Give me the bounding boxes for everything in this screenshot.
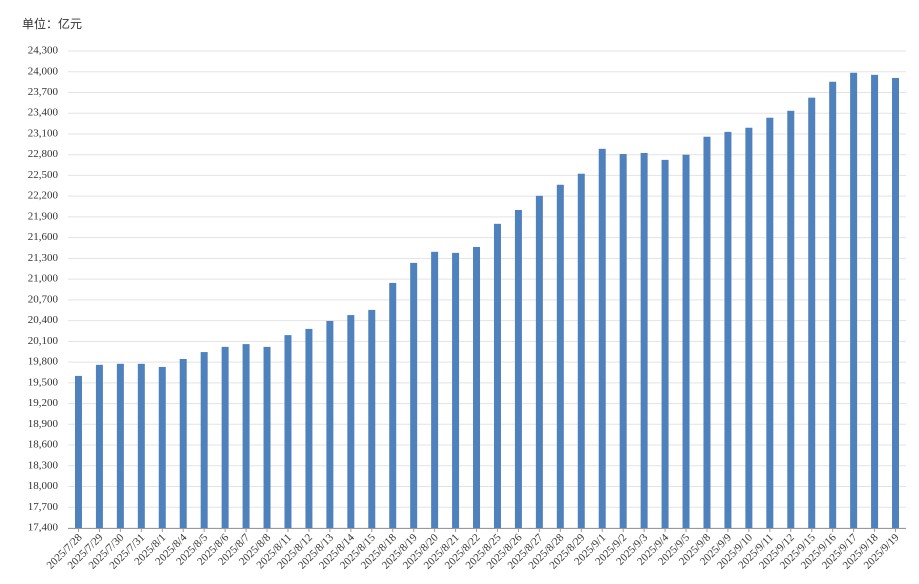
y-tick-label: 22,800 (28, 148, 59, 160)
y-tick-label: 17,700 (28, 501, 59, 513)
bar (493, 223, 501, 528)
y-tick-label: 19,800 (28, 356, 59, 368)
bar (305, 328, 313, 528)
y-tick-label: 20,700 (28, 293, 59, 305)
bar (326, 320, 334, 528)
y-tick-label: 24,000 (28, 65, 59, 77)
bar (598, 148, 606, 528)
bar (242, 344, 250, 528)
bar (514, 210, 522, 528)
bar (179, 358, 187, 528)
bar (871, 74, 879, 528)
bar (535, 195, 543, 529)
bar (577, 173, 585, 528)
y-tick-label: 21,300 (28, 252, 59, 264)
y-tick-label: 19,200 (28, 397, 59, 409)
y-tick-label: 17,400 (28, 522, 59, 534)
bar (556, 184, 564, 528)
bar (158, 366, 166, 528)
y-tick-label: 22,200 (28, 190, 59, 202)
y-tick-label: 20,100 (28, 335, 59, 347)
y-tick-label: 18,000 (28, 480, 59, 492)
bar (200, 352, 208, 528)
unit-label: 单位：亿元 (22, 16, 82, 31)
y-tick-label: 22,500 (28, 169, 59, 181)
y-tick-label: 18,600 (28, 439, 59, 451)
y-tick-label: 21,600 (28, 231, 59, 243)
bar (452, 252, 460, 528)
bar (368, 309, 376, 528)
bar (892, 77, 900, 528)
y-tick-label: 21,000 (28, 273, 59, 285)
bar (640, 152, 648, 528)
y-tick-label: 23,700 (28, 86, 59, 98)
y-tick-label: 18,900 (28, 418, 59, 430)
bar (95, 364, 103, 528)
bar (74, 375, 82, 528)
bar (410, 262, 418, 528)
bar (745, 127, 753, 529)
y-tick-label: 19,500 (28, 376, 59, 388)
y-tick-label: 23,100 (28, 127, 59, 139)
bar (829, 81, 837, 528)
y-tick-label: 23,400 (28, 107, 59, 119)
y-tick-label: 21,900 (28, 210, 59, 222)
bar (473, 246, 481, 528)
bar (263, 346, 271, 528)
bar (431, 251, 439, 528)
bar (389, 282, 397, 528)
y-tick-label: 18,300 (28, 459, 59, 471)
y-tick-label: 24,300 (28, 45, 59, 57)
bar (619, 154, 627, 529)
bar (808, 97, 816, 529)
bar (137, 363, 145, 528)
bar (766, 117, 774, 528)
bar (661, 159, 669, 528)
bar (221, 346, 229, 528)
bar (787, 110, 795, 529)
bar (724, 131, 732, 528)
y-tick-label: 20,400 (28, 314, 59, 326)
bar (284, 335, 292, 528)
bar (682, 154, 690, 528)
bar (347, 315, 355, 528)
bar (116, 363, 124, 528)
bar (703, 136, 711, 528)
bar (850, 72, 858, 528)
